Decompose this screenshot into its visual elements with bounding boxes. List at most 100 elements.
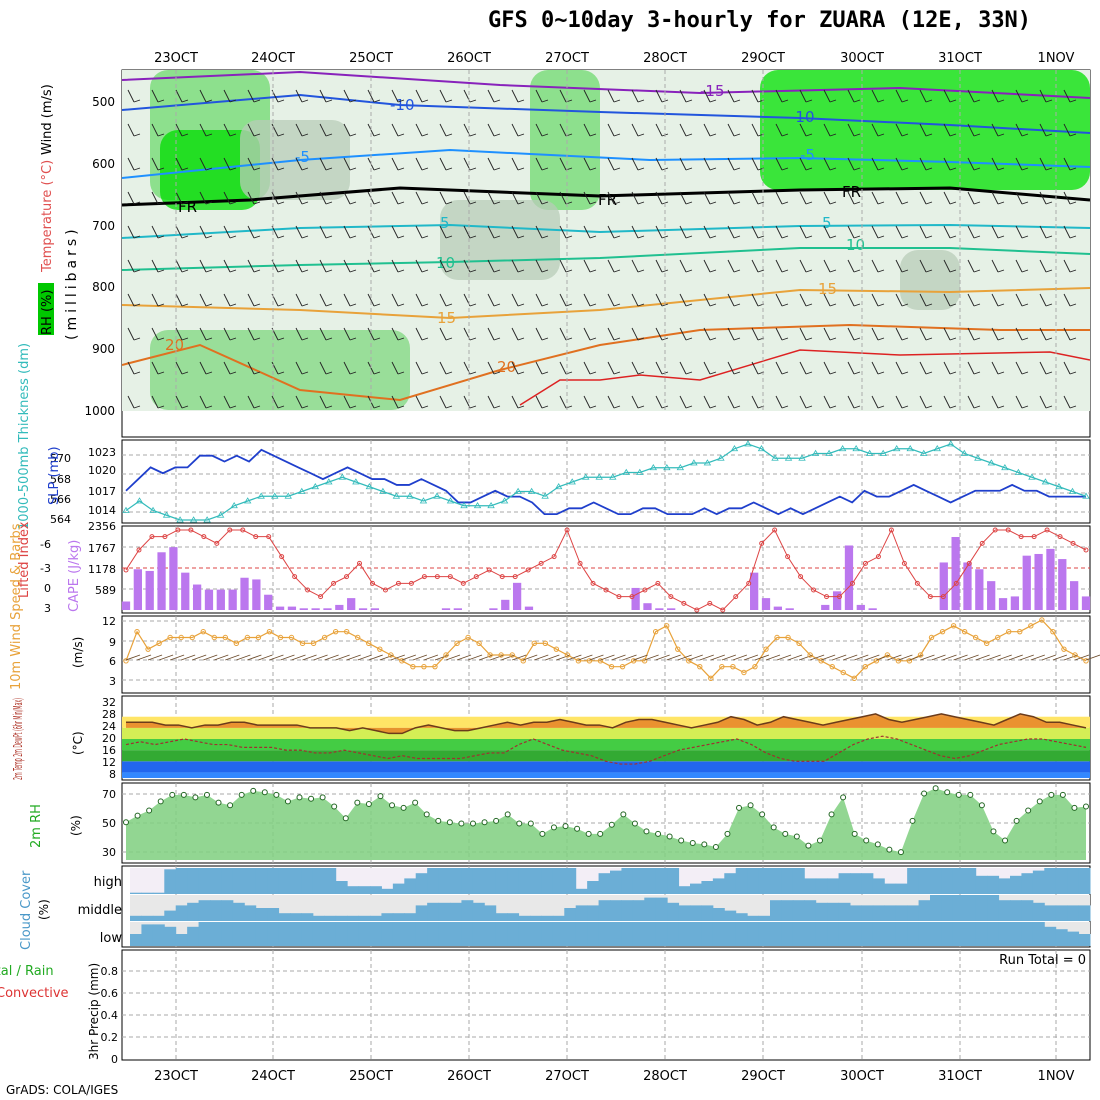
upper-wind-barb-flag	[229, 405, 237, 409]
temp-contour-15	[122, 287, 1090, 320]
thickness-point	[744, 440, 752, 447]
upper-wind-barb-flag	[901, 303, 909, 307]
upper-wind-barb	[967, 191, 975, 205]
upper-wind-barb-flag	[445, 269, 453, 273]
upper-wind-barb-flag	[373, 405, 381, 409]
upper-wind-barb	[991, 123, 999, 137]
upper-wind-barb	[367, 327, 375, 341]
wind10-ytick-9: 9	[109, 636, 116, 649]
upper-wind-barb-flag	[1021, 235, 1029, 239]
wind10-barb	[821, 654, 836, 661]
cloud-cell	[918, 922, 931, 946]
upper-wind-barb-flag	[373, 99, 381, 103]
thickness-point	[1014, 468, 1023, 475]
wind10-barb	[909, 654, 924, 661]
upper-wind-barb	[151, 89, 159, 103]
rh2m-point	[550, 824, 557, 831]
upper-wind-barb-flag	[349, 303, 357, 307]
cloud-cell	[621, 868, 634, 894]
lifted-index-point	[603, 587, 609, 593]
wind10-point	[1083, 658, 1089, 664]
cape-bar	[655, 608, 664, 610]
upper-wind-barb	[655, 361, 663, 375]
cloud-cell	[930, 868, 942, 894]
wind10-point	[487, 652, 493, 658]
temp-ytick-32: 32	[102, 696, 116, 709]
upper-wind-barb	[223, 259, 231, 273]
upper-wind-barb	[1039, 225, 1047, 239]
upper-wind-barb-flag	[469, 337, 477, 341]
upper-wind-barb-flag	[973, 167, 981, 171]
upper-wind-barb	[415, 89, 423, 103]
upper-wind-barb	[967, 123, 975, 137]
upper-wind-barb-flag	[133, 405, 141, 409]
wind10-barb	[147, 654, 163, 661]
upper-wind-barb	[967, 293, 975, 307]
upper-wind-barb-flag	[1021, 201, 1029, 205]
precip-ytick-0: 0	[111, 1053, 118, 1066]
upper-wind-barb	[559, 157, 567, 171]
xbot-label-3: 26OCT	[447, 1069, 491, 1084]
cloud-cell	[564, 922, 577, 946]
cloud-cell	[632, 900, 645, 921]
upper-wind-barb-flag	[973, 371, 981, 375]
cloud-cell	[484, 905, 497, 921]
upper-wind-barb-flag	[277, 99, 285, 103]
upper-wind-barb-flag	[1069, 133, 1077, 137]
upper-wind-barb	[943, 225, 951, 239]
wind10-point	[377, 646, 383, 652]
upper-wind-barb	[391, 191, 399, 205]
cloud-cell	[712, 922, 725, 946]
upper-wind-barb	[439, 123, 447, 137]
upper-wind-barb	[319, 225, 327, 239]
upper-wind-barb-flag	[445, 201, 453, 205]
upper-wind-barb-flag	[733, 303, 741, 307]
upper-wind-barb	[127, 89, 135, 103]
wind10-barb	[545, 654, 560, 661]
lifted-index-point	[875, 554, 881, 560]
wind10-ytick-6: 6	[109, 655, 116, 668]
upper-wind-barb-flag	[757, 201, 765, 205]
cloud-cell	[918, 868, 931, 894]
cloud-cell	[152, 915, 165, 921]
cloud-cell	[392, 922, 405, 946]
upper-wind-barb	[775, 293, 783, 307]
lifted-index-point	[149, 534, 155, 540]
upper-wind-barb-flag	[997, 371, 1005, 375]
cloud-cell	[987, 922, 1000, 946]
upper-wind-barb	[559, 259, 567, 273]
cape-bar	[761, 598, 771, 610]
lifted-index-point	[888, 527, 894, 533]
wind10-barb	[600, 654, 615, 661]
wind10-point	[145, 646, 151, 652]
thickness-point	[595, 473, 603, 480]
cloud-cell	[1010, 875, 1022, 894]
thickness-point	[541, 492, 549, 499]
upper-wind-barb	[295, 361, 303, 375]
cloud-cell	[781, 900, 794, 921]
cloud-cell	[507, 913, 520, 921]
thickness-point	[892, 444, 901, 452]
upper-wind-barb-flag	[589, 405, 597, 409]
cape-bar	[963, 562, 972, 610]
wind10-barb	[125, 654, 141, 661]
cloud-cell	[1032, 922, 1045, 946]
cape-bar	[1058, 559, 1067, 610]
cloud-cell	[244, 905, 257, 921]
thickness-point	[365, 482, 374, 490]
upper-wind-barb-flag	[1021, 337, 1029, 341]
upper-wind-barb-flag	[421, 269, 429, 273]
cloud-cell	[1010, 922, 1022, 946]
cloud-cell	[221, 900, 234, 921]
upper-wind-barb	[319, 191, 327, 205]
upper-wind-barb	[487, 123, 495, 137]
upper-wind-barb-flag	[205, 133, 213, 137]
upper-wind-barb	[583, 225, 591, 239]
slp-ytick-1023: 1023	[88, 446, 116, 459]
upper-wind-barb-flag	[181, 235, 189, 239]
upper-wind-barb	[679, 157, 687, 171]
rh2m-point	[273, 791, 280, 798]
precip-panel	[121, 949, 1091, 1061]
upper-wind-barb-flag	[157, 133, 165, 137]
upper-wind-barb-flag	[469, 235, 477, 239]
